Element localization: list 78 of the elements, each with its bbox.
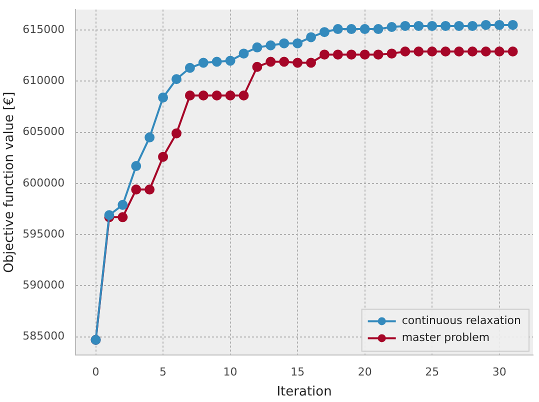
y-tick-label: 605000 — [22, 125, 65, 138]
point — [360, 24, 370, 34]
point — [360, 50, 370, 60]
point — [454, 20, 464, 31]
point — [252, 42, 262, 52]
point — [158, 152, 168, 162]
point — [386, 22, 397, 32]
point — [184, 90, 195, 100]
point — [158, 92, 168, 103]
point — [332, 24, 343, 34]
x-tick-label: 15 — [290, 366, 305, 379]
point — [508, 46, 518, 57]
point — [144, 132, 155, 142]
point — [373, 50, 384, 60]
x-tick-label: 25 — [425, 366, 440, 379]
point — [319, 27, 330, 38]
x-tick-label: 5 — [160, 366, 167, 379]
point — [306, 58, 316, 68]
point — [212, 90, 222, 100]
point — [414, 20, 424, 31]
point — [266, 56, 276, 67]
point — [198, 58, 208, 68]
x-tick-label: 20 — [358, 366, 372, 379]
y-tick-label: 595000 — [22, 227, 65, 240]
point — [131, 161, 142, 172]
point — [480, 20, 491, 30]
x-axis-title: Iteration — [276, 384, 332, 400]
point — [427, 20, 438, 31]
point — [184, 62, 195, 73]
point — [440, 46, 451, 57]
point — [225, 56, 236, 66]
point — [414, 46, 424, 57]
y-axis-title: Objective function value [€] — [2, 92, 18, 273]
x-tick-label: 30 — [492, 366, 506, 379]
point — [480, 46, 491, 57]
point — [332, 50, 343, 60]
point — [494, 46, 504, 57]
point — [346, 50, 356, 60]
point — [454, 46, 464, 57]
point — [266, 40, 276, 50]
point — [467, 46, 478, 57]
point — [440, 20, 451, 31]
point — [238, 48, 249, 59]
point — [467, 20, 478, 31]
point — [400, 20, 410, 31]
point — [279, 38, 290, 48]
x-tick-label: 10 — [223, 366, 238, 379]
point — [427, 46, 438, 57]
point — [292, 58, 303, 68]
point — [212, 56, 222, 67]
point — [306, 32, 316, 42]
point — [386, 48, 397, 59]
point — [198, 90, 208, 100]
point — [494, 20, 504, 30]
point — [171, 74, 182, 84]
point — [279, 56, 290, 67]
point — [319, 50, 330, 60]
point — [373, 24, 384, 34]
y-tick-label: 610000 — [22, 74, 65, 88]
legend-label: master problem — [402, 331, 490, 344]
y-tick-label: 615000 — [22, 22, 65, 36]
x-tick-label: 0 — [92, 366, 100, 379]
legend-label: continuous relaxation — [402, 314, 522, 328]
point — [225, 90, 236, 100]
point — [171, 128, 182, 138]
point — [292, 38, 303, 48]
point — [346, 24, 356, 34]
point — [118, 200, 128, 210]
point — [118, 212, 128, 222]
point — [144, 184, 155, 195]
point — [238, 90, 249, 100]
y-tick-label: 600000 — [22, 176, 65, 190]
y-tick-label: 590000 — [22, 278, 65, 292]
y-tick-label: 585000 — [22, 330, 65, 343]
point — [252, 62, 262, 72]
point — [131, 184, 142, 195]
point — [508, 20, 518, 30]
point — [400, 46, 410, 57]
